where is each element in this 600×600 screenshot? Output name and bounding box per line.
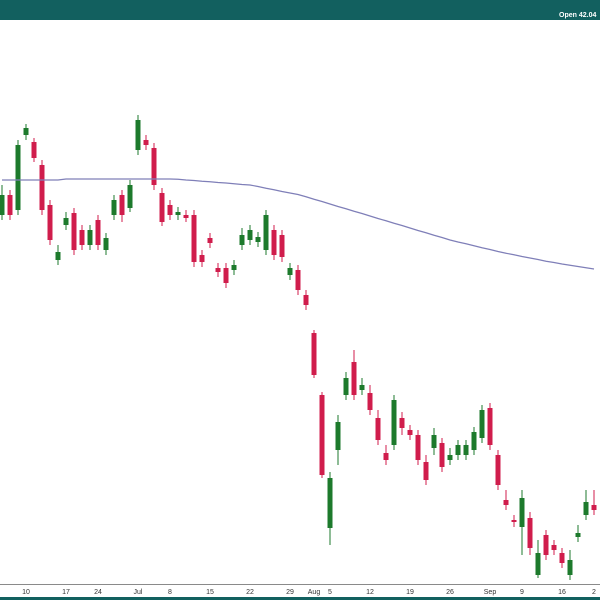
x-tick-label: Aug [308,589,321,596]
candle-body [255,237,261,242]
candle-body [487,408,493,445]
candle-body [71,213,77,250]
candle-body [463,445,469,455]
top-bar [0,0,600,20]
candle-body [63,218,69,225]
candle-body [575,533,581,537]
candle-body [127,185,133,208]
candle-body [223,268,229,283]
candle-body [215,268,221,272]
x-tick-label: 15 [206,589,214,596]
candle-body [303,295,309,305]
candle-body [551,545,557,550]
candle-body [111,200,117,215]
moving-average-line [2,178,595,270]
candle-body [183,215,189,218]
x-tick-label: Jul [134,589,143,596]
candle-body [23,128,29,135]
candle-body [95,220,101,245]
candle-body [503,500,509,505]
x-tick-label: 29 [286,589,294,596]
header-annotation: Open 42.04 [559,12,596,19]
candle-body [47,205,53,240]
candle-body [343,378,349,395]
candle-body [511,520,517,522]
candle-body [175,212,181,215]
candle-body [191,215,197,262]
x-tick-label: Sep [484,589,497,596]
candle-body [495,455,501,485]
x-tick-label: 5 [328,589,332,596]
candle-body [167,205,173,215]
x-tick-label: 8 [168,589,172,596]
candle-body [455,445,461,455]
candle-body [151,148,157,185]
candle-body [359,385,365,390]
candle-body [239,235,245,245]
candle-body [543,535,549,555]
candle-body [351,362,357,395]
candle-body [15,145,21,210]
candle-body [415,435,421,460]
candle-body [159,193,165,222]
candle-body [335,422,341,450]
candle-body [439,443,445,467]
x-tick-label: 22 [246,589,254,596]
candle-body [79,230,85,245]
candle-body [247,230,253,240]
candle-body [263,215,269,250]
x-tick-label: 17 [62,589,70,596]
candle-body [447,455,453,460]
candle-body [591,505,597,510]
candle-body [279,235,285,257]
candle-body [567,560,573,575]
candle-body [7,195,13,215]
candle-body [39,165,45,210]
candle-body [431,435,437,448]
candle-body [535,553,541,575]
candle-body [295,270,301,290]
candle-body [375,418,381,440]
x-tick-label: 12 [366,589,374,596]
x-tick-label: 2 [592,589,596,596]
candle-body [383,453,389,460]
candle-body [407,430,413,435]
candle-body [367,393,373,410]
candle-body [479,410,485,438]
candle-body [287,268,293,275]
candle-body [391,400,397,445]
candle-body [135,120,141,150]
candle-body [0,195,5,215]
candle-body [423,462,429,480]
candle-body [55,252,61,260]
x-tick-label: 10 [22,589,30,596]
candle-body [87,230,93,245]
bottom-bar [0,597,600,600]
candle-body [311,333,317,375]
candle-body [231,265,237,270]
candle-body [327,478,333,528]
candle-body [519,498,525,527]
candle-body [31,142,37,158]
x-tick-label: 9 [520,589,524,596]
candle-body [527,518,533,548]
x-tick-label: 24 [94,589,102,596]
x-tick-label: 16 [558,589,566,596]
candle-body [559,553,565,563]
x-tick-label: 19 [406,589,414,596]
candle-body [143,140,149,145]
candle-body [199,255,205,262]
candle-body [103,238,109,250]
candle-body [471,432,477,450]
candle-body [583,502,589,515]
candle-body [207,238,213,243]
candle-body [399,418,405,428]
candle-body [319,395,325,475]
candle-body [271,230,277,255]
candle-body [119,195,125,215]
x-tick-label: 26 [446,589,454,596]
